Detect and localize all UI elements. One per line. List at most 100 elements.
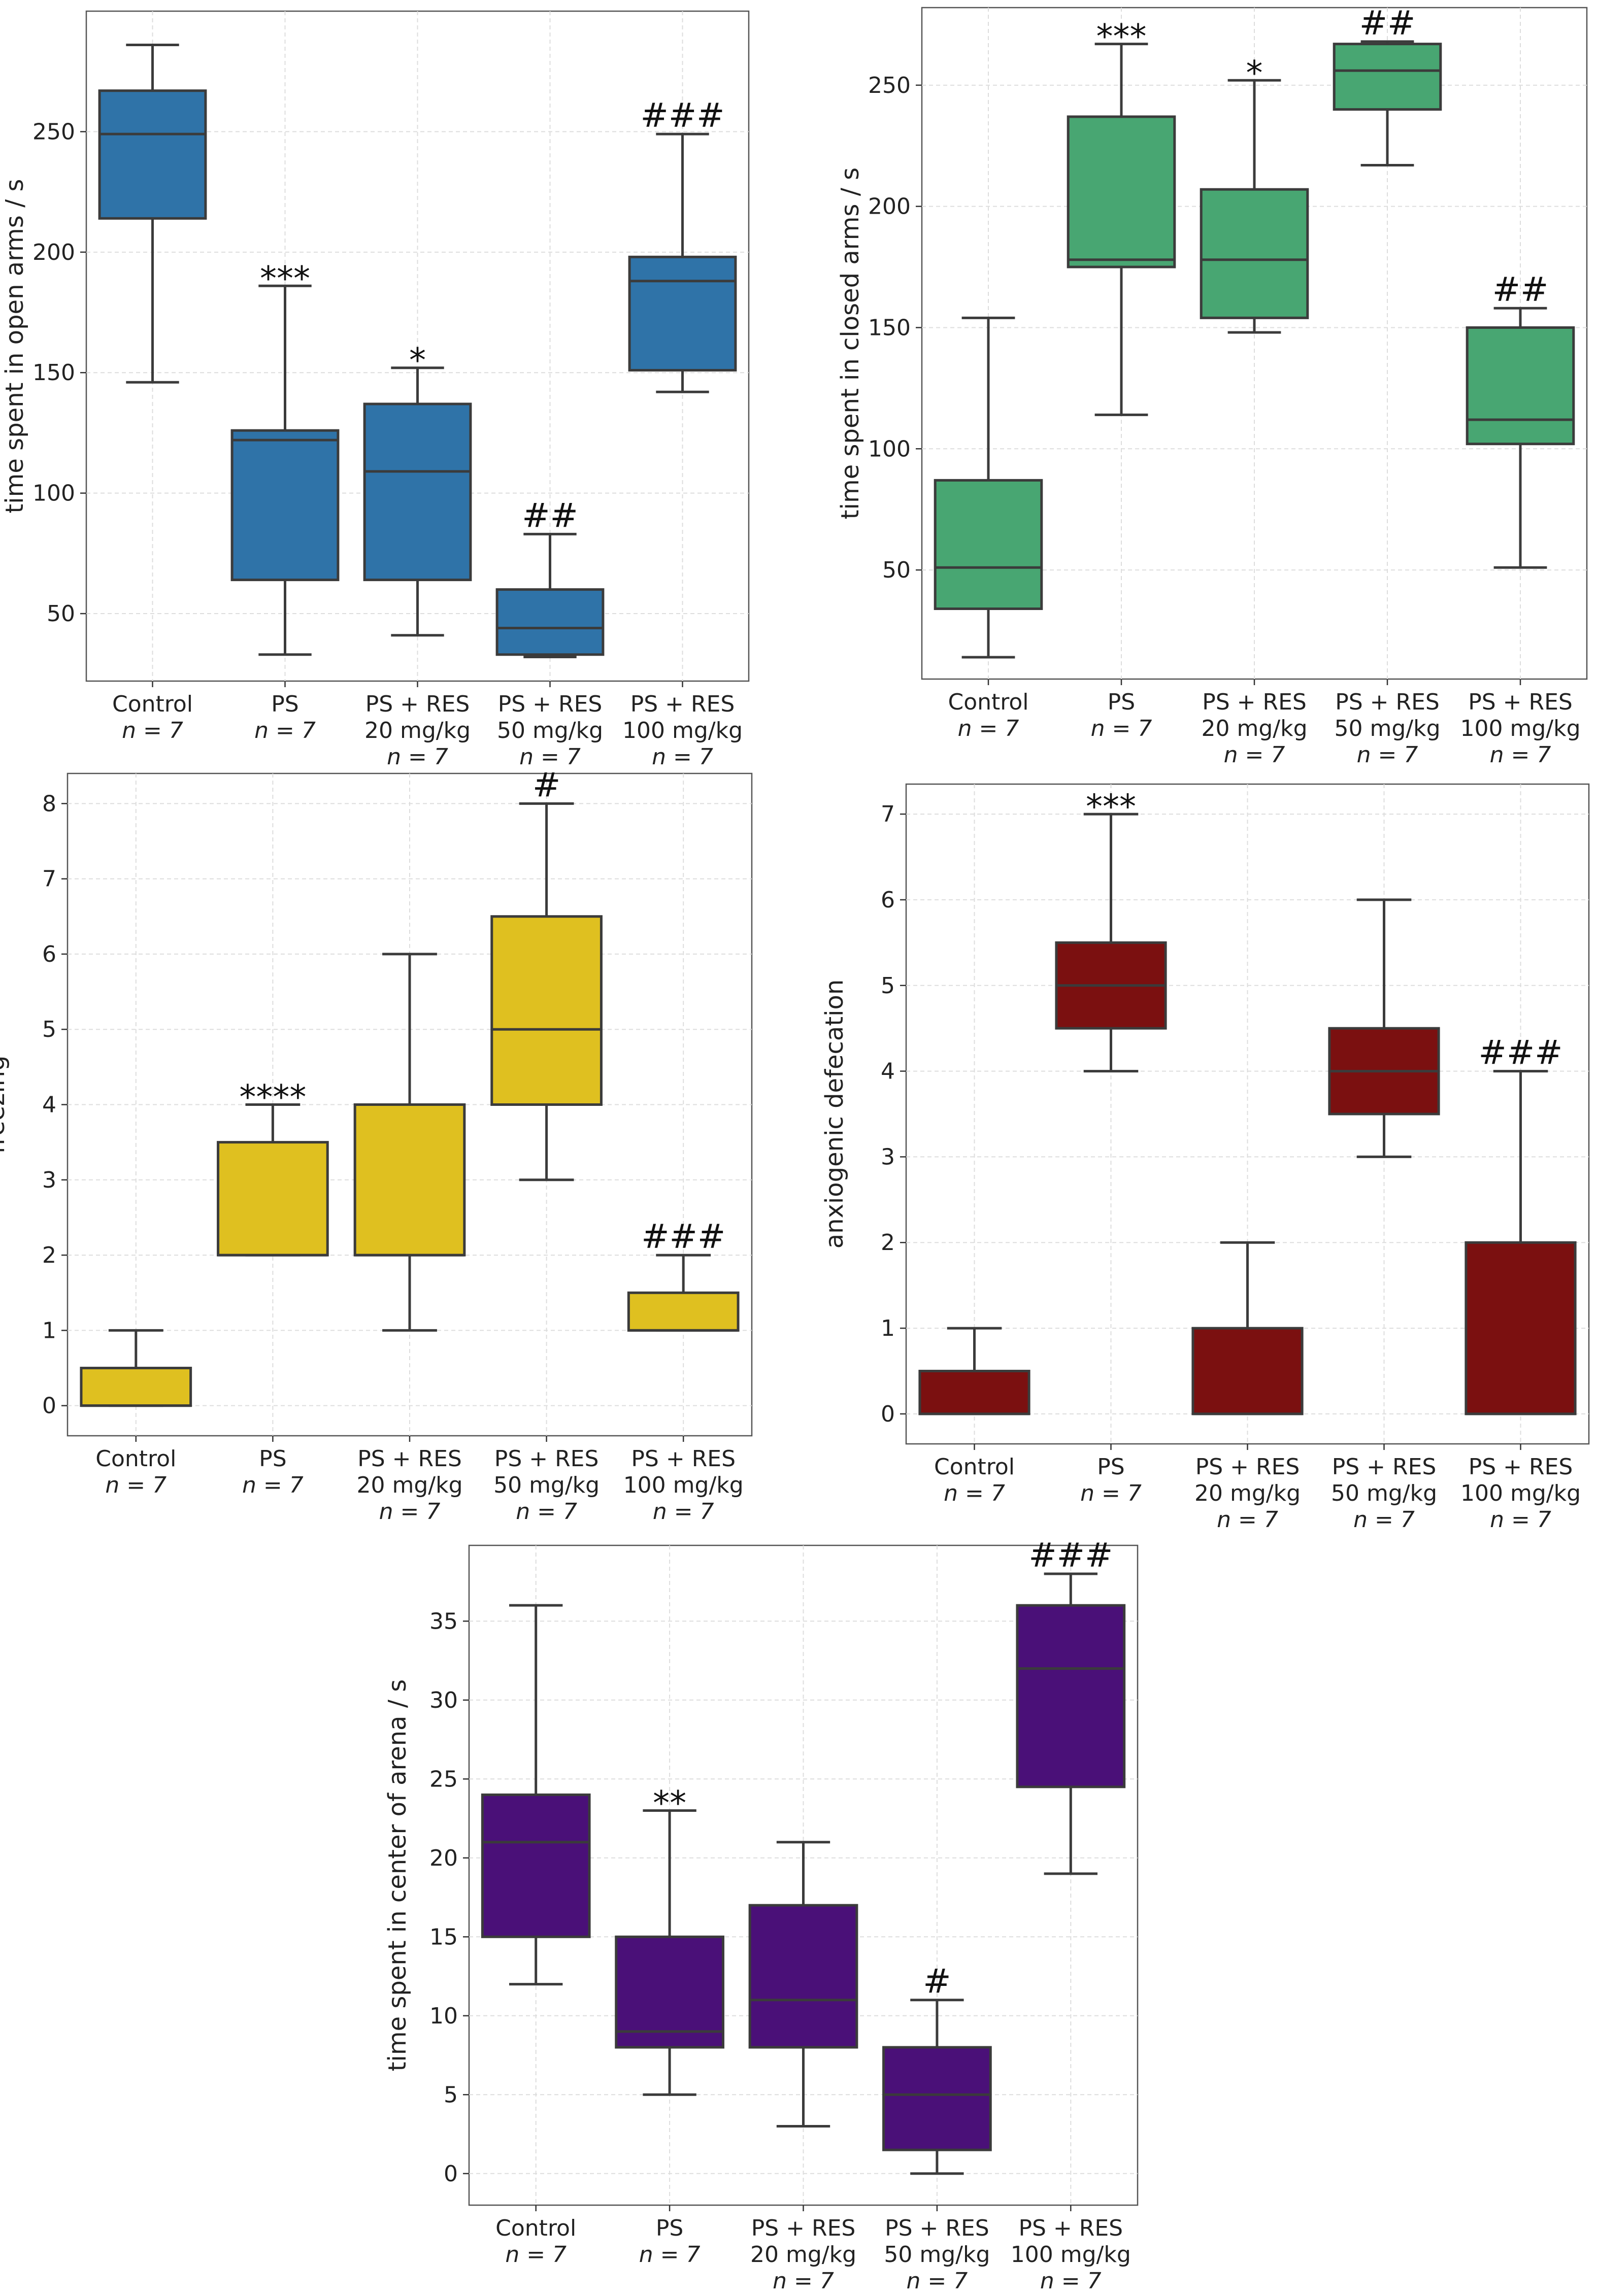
box-3 [1328, 898, 1440, 1158]
category-n-label: n = 7 [1490, 1507, 1551, 1533]
significance-marker: ### [1479, 1033, 1563, 1072]
y-axis-label: time spent in closed arms / s [836, 167, 864, 519]
y-tick-label: 25 [429, 1766, 458, 1792]
significance-marker: * [1246, 53, 1263, 92]
box-3: ## [495, 496, 605, 659]
box-3: ## [1333, 4, 1442, 166]
box-4: ### [627, 1217, 740, 1332]
significance-marker: *** [260, 259, 310, 298]
significance-marker: *** [1086, 787, 1136, 826]
significance-marker: ### [1028, 1536, 1113, 1575]
y-tick-label: 50 [882, 557, 911, 583]
category-n-label: n = 7 [1490, 742, 1551, 768]
category-n-label: n = 7 [944, 1480, 1005, 1506]
iqr-box [1465, 1241, 1577, 1415]
box-2 [1191, 1241, 1304, 1415]
iqr-box [363, 402, 472, 582]
box-3: # [490, 765, 603, 1181]
category-label: PS [1097, 1454, 1124, 1480]
category-n-label: n = 7 [1091, 716, 1152, 741]
category-n-label: n = 7 [1080, 1480, 1142, 1506]
category-label: Control [495, 2215, 576, 2241]
category-label: Control [948, 689, 1028, 715]
box-1: *** [230, 259, 340, 656]
category-n-label: n = 7 [773, 2268, 834, 2294]
category-n-label: n = 7 [639, 2242, 701, 2268]
category-label: PS + RES [1469, 1454, 1573, 1480]
y-tick-label: 6 [881, 887, 895, 913]
box-1: **** [217, 1078, 329, 1257]
iqr-box [98, 89, 207, 220]
category-label: 50 mg/kg [497, 718, 603, 744]
y-tick-label: 100 [32, 481, 75, 507]
iqr-box [1067, 115, 1176, 268]
category-n-label: n = 7 [519, 744, 581, 770]
center-arena-panel: 0 5 10 15 20 25 30 35 time spent in center of ar… [383, 1536, 1139, 2294]
y-tick-label: 10 [429, 2003, 458, 2029]
category-label: PS [259, 1446, 286, 1472]
iqr-box [882, 2046, 992, 2151]
iqr-box [481, 1793, 591, 1938]
y-tick-label: 100 [868, 436, 911, 462]
y-tick-label: 1 [881, 1315, 895, 1341]
iqr-box [628, 255, 737, 372]
iqr-box [748, 1904, 858, 2049]
closed-arms-panel: 50 100 150 200 250 time spent in closed arms … [836, 4, 1588, 768]
significance-marker: ** [653, 1783, 686, 1822]
iqr-box [217, 1141, 329, 1257]
box-2 [353, 953, 466, 1332]
category-label: 50 mg/kg [1335, 716, 1441, 741]
category-label: PS + RES [1468, 689, 1573, 715]
category-label: 50 mg/kg [1331, 1480, 1437, 1506]
box-4: ### [1016, 1536, 1126, 1875]
y-tick-label: 250 [868, 73, 911, 98]
y-tick-label: 6 [42, 941, 56, 967]
category-label: 50 mg/kg [493, 1472, 600, 1498]
category-label: PS + RES [1018, 2215, 1123, 2241]
y-tick-label: 30 [429, 1687, 458, 1713]
box-4: ### [1465, 1033, 1577, 1415]
significance-marker: ### [641, 1217, 725, 1256]
significance-marker: * [409, 341, 426, 380]
iqr-box [490, 915, 603, 1106]
box-3: # [882, 1962, 992, 2175]
category-label: PS + RES [357, 1446, 462, 1472]
category-label: PS + RES [631, 1446, 736, 1472]
category-n-label: n = 7 [516, 1499, 577, 1525]
category-label: Control [934, 1454, 1015, 1480]
box-0 [918, 1327, 1030, 1415]
category-n-label: n = 7 [242, 1472, 304, 1498]
box-1: *** [1055, 787, 1167, 1073]
category-label: PS [656, 2215, 683, 2241]
category-label: 20 mg/kg [1202, 716, 1308, 741]
category-n-label: n = 7 [105, 1472, 167, 1498]
category-n-label: n = 7 [505, 2242, 567, 2268]
iqr-box [1016, 1604, 1126, 1788]
category-label: PS + RES [630, 691, 735, 717]
box-0 [481, 1604, 591, 1986]
y-tick-label: 5 [444, 2082, 458, 2108]
category-label: 100 mg/kg [1011, 2242, 1131, 2268]
category-label: PS + RES [498, 691, 603, 717]
category-label: 20 mg/kg [750, 2242, 856, 2268]
category-n-label: n = 7 [1224, 742, 1285, 768]
category-label: 100 mg/kg [1460, 1480, 1581, 1506]
box-0 [98, 43, 207, 384]
category-n-label: n = 7 [907, 2268, 968, 2294]
iqr-box [495, 588, 605, 656]
category-label: PS + RES [1335, 689, 1440, 715]
y-axis-label: freezing [0, 1055, 10, 1154]
y-tick-label: 4 [42, 1092, 56, 1118]
category-label: PS + RES [1332, 1454, 1437, 1480]
y-axis-label: time spent in open arms / s [1, 179, 29, 513]
significance-marker: ## [1359, 4, 1416, 43]
box-1: *** [1067, 17, 1176, 416]
category-label: PS + RES [494, 1446, 599, 1472]
iqr-box [1333, 43, 1442, 111]
category-label: 100 mg/kg [623, 1472, 744, 1498]
open-arms-panel: 50 100 150 200 250 time spent in open arms / … [1, 10, 750, 770]
category-label: PS [271, 691, 298, 717]
y-tick-label: 7 [881, 801, 895, 827]
y-tick-label: 3 [881, 1144, 895, 1170]
